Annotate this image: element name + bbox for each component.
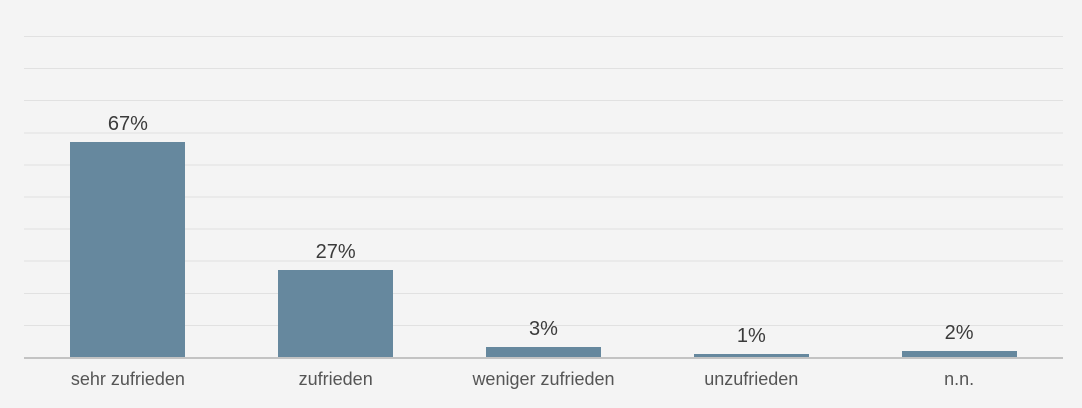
bar-group-sehr-zufrieden: 67% (24, 36, 232, 357)
bar-group-unzufrieden: 1% (647, 36, 855, 357)
bar-value-label: 2% (944, 321, 974, 344)
x-axis-label-sehr-zufrieden: sehr zufrieden (70, 369, 185, 389)
bar-group-zufrieden: 27% (232, 36, 440, 357)
bar-group-weniger-zufrieden: 3% (440, 36, 648, 357)
bar-value-label: 27% (315, 241, 356, 264)
x-axis-label-weniger-zufrieden: weniger zufrieden (472, 369, 615, 389)
bar-group-nn: 2% (855, 36, 1063, 357)
plot-area: 67% 27% 3% 1% 2% (24, 36, 1063, 359)
x-axis-labels: sehr zufrieden zufrieden weniger zufried… (24, 369, 1063, 391)
x-axis-label-nn: n.n. (944, 369, 975, 389)
bar-zufrieden (278, 270, 394, 357)
bar-weniger-zufrieden (485, 347, 601, 357)
bar-value-label: 67% (107, 112, 148, 135)
bar-nn (901, 350, 1017, 357)
bar-sehr-zufrieden (70, 141, 186, 357)
x-axis-label-unzufrieden: unzufrieden (704, 369, 799, 389)
bar-unzufrieden (693, 353, 809, 357)
bar-value-label: 1% (736, 324, 766, 347)
x-axis-label-zufrieden: zufrieden (298, 369, 373, 389)
bar-value-label: 3% (529, 318, 558, 341)
